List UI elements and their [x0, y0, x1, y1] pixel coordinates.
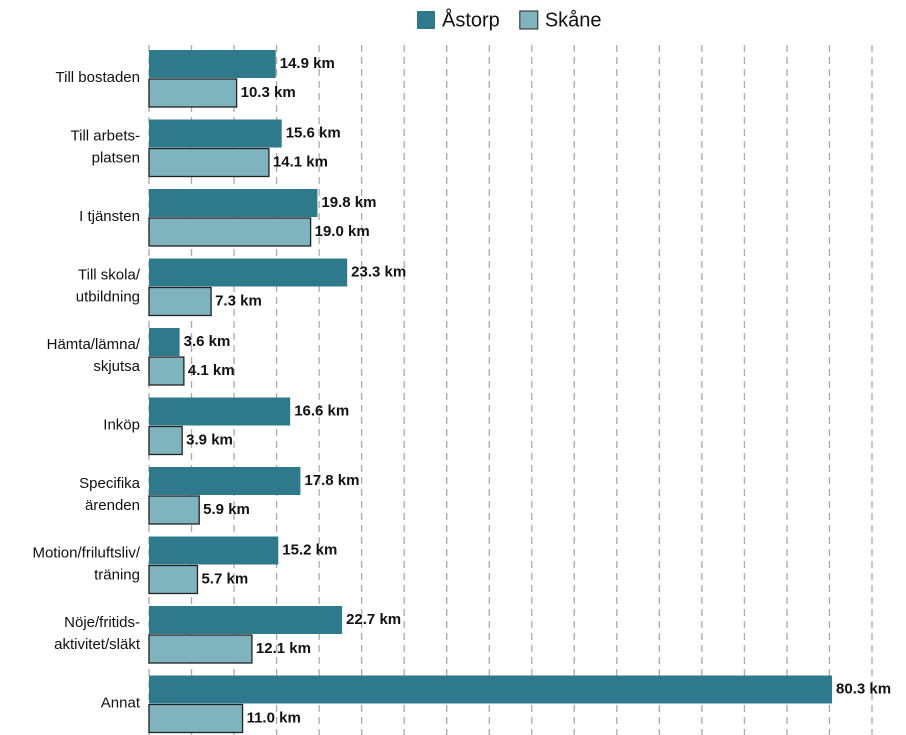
- data-label: 14.1 km: [273, 153, 328, 170]
- data-label: 22.7 km: [346, 611, 401, 628]
- bar: [149, 675, 833, 704]
- data-label: 14.9 km: [280, 55, 335, 72]
- y-tick-label: Hämta/lämna/skjutsa: [47, 336, 141, 375]
- data-label: 5.7 km: [201, 570, 248, 587]
- bar: [149, 397, 291, 426]
- bar: [148, 634, 253, 664]
- bar: [148, 495, 200, 525]
- bar: [148, 78, 238, 108]
- bar: [149, 119, 282, 148]
- y-tick-label: Specifika ärenden: [79, 475, 141, 514]
- bar: [148, 564, 199, 595]
- data-label: 15.2 km: [282, 541, 337, 558]
- bar: [148, 217, 312, 247]
- data-label: 17.8 km: [304, 472, 359, 489]
- data-label: 7.3 km: [215, 292, 262, 309]
- bar: [149, 258, 348, 287]
- bar: [148, 425, 183, 456]
- data-label: 11.0 km: [247, 709, 301, 726]
- data-label: 15.6 km: [286, 124, 341, 141]
- data-label: 19.8 km: [321, 194, 376, 211]
- data-label: 23.3 km: [351, 263, 406, 280]
- bar: [148, 286, 212, 317]
- bar: [148, 703, 244, 734]
- y-tick-label: Nöje/fritids-aktivitet/släkt: [54, 614, 141, 653]
- data-label: 10.3 km: [241, 84, 296, 101]
- data-label: 3.9 km: [186, 431, 233, 448]
- data-label: 19.0 km: [315, 223, 370, 240]
- y-tick-label: Till arbets-platsen: [71, 127, 140, 166]
- legend-swatch: [519, 10, 539, 30]
- bar: [149, 328, 180, 356]
- data-label: 3.6 km: [184, 333, 231, 350]
- data-label: 16.6 km: [294, 402, 349, 419]
- legend-swatch: [417, 11, 435, 29]
- y-tick-label: Till skola/utbildning: [76, 266, 141, 305]
- y-tick-label: Motion/friluftsliv/träning: [32, 544, 140, 583]
- data-label: 4.1 km: [188, 362, 235, 379]
- legend-label: Skåne: [545, 9, 602, 31]
- data-label: 5.9 km: [203, 501, 250, 518]
- bar: [149, 50, 276, 78]
- bar: [149, 189, 318, 217]
- y-tick-label: I tjänsten: [79, 208, 140, 225]
- y-tick-label: Annat: [101, 694, 141, 711]
- bar: [149, 536, 279, 565]
- bar: [148, 356, 185, 386]
- bar: [149, 467, 301, 495]
- legend-label: Åstorp: [442, 8, 500, 31]
- y-tick-label: Inköp: [103, 416, 140, 433]
- bar: [148, 147, 270, 178]
- bar: [149, 606, 343, 634]
- data-label: 12.1 km: [256, 640, 311, 657]
- y-tick-label: Till bostaden: [56, 69, 141, 86]
- data-label: 80.3 km: [836, 680, 891, 697]
